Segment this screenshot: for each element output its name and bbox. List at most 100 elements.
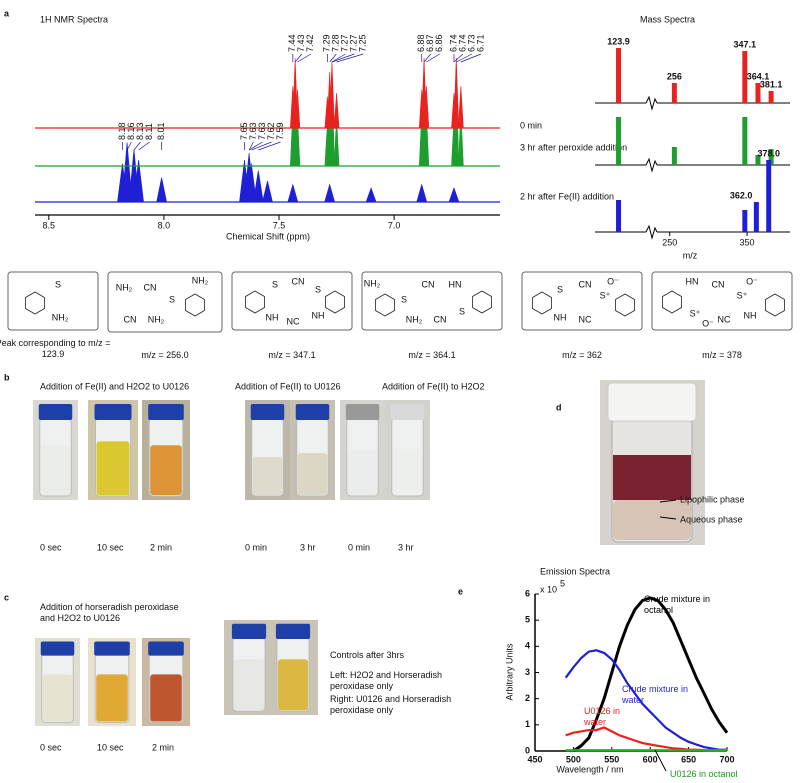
- vial-cap: [40, 641, 75, 656]
- mass-peak: [753, 202, 759, 232]
- atom-label: NH₂: [52, 312, 69, 322]
- atom-label: S: [459, 306, 465, 316]
- mass-peak: [742, 51, 748, 103]
- benzene-ring: [662, 290, 682, 314]
- vial-liquid: [150, 674, 182, 722]
- peak: [294, 113, 301, 167]
- x-axis-label: m/z: [683, 250, 698, 260]
- mass-peak: [768, 91, 774, 103]
- peak-label: 8.13: [135, 122, 145, 140]
- photo-caption: 0 min: [245, 542, 267, 552]
- peak-label: 364.1: [747, 71, 770, 81]
- x-tick-label: 7.5: [273, 220, 286, 230]
- peak-label: 7.27: [349, 34, 359, 52]
- peak-label: 7.59: [275, 122, 285, 140]
- atom-label: O⁻: [746, 276, 758, 286]
- photo-caption: 10 sec: [97, 542, 124, 552]
- peak-label-leader: [336, 53, 364, 63]
- phase-label: Lipophilic phase: [680, 494, 745, 504]
- x-tick-label: 8.0: [158, 220, 171, 230]
- vial-liquid: [277, 659, 309, 711]
- vial-liquid: [392, 449, 423, 495]
- vial-cap: [275, 623, 311, 639]
- peak-label-leader: [297, 53, 312, 63]
- x-tick-label: 650: [681, 754, 696, 764]
- y-tick-label: 4: [525, 641, 530, 651]
- atom-label: S: [401, 294, 407, 304]
- structure-caption: m/z = 378: [702, 350, 742, 360]
- peak-label: 7.28: [331, 34, 341, 52]
- controls-note: Right: U0126 and Horseradish peroxidase …: [330, 694, 452, 715]
- controls-title: Controls after 3hrs: [330, 650, 405, 660]
- aqueous-layer: [613, 500, 691, 540]
- peak-label: 7.63: [248, 122, 258, 140]
- peak-label: 6.86: [434, 34, 444, 52]
- chart-title: Emission Spectra: [540, 566, 610, 576]
- peak-label: 8.18: [117, 122, 127, 140]
- vial-cap: [148, 404, 184, 420]
- series-label: U0126 in water: [584, 706, 621, 727]
- mass-peak: [742, 210, 748, 232]
- peak-label-leader: [460, 53, 482, 63]
- structure-box: [107, 271, 223, 333]
- chart-title: Mass Spectra: [640, 14, 695, 24]
- x-tick-label: 500: [566, 754, 581, 764]
- peak-label: 347.1: [734, 39, 757, 49]
- peak: [252, 170, 264, 203]
- benzene-ring: [375, 293, 395, 317]
- atom-label: CN: [124, 314, 137, 324]
- atom-label: NH: [554, 312, 567, 322]
- structure-caption: Peak corresponding to m/z = 123.9: [0, 338, 111, 359]
- peak: [287, 183, 299, 203]
- vial-cap: [148, 641, 184, 656]
- y-tick-label: 1: [525, 719, 530, 729]
- x-tick-label: 8.5: [43, 220, 56, 230]
- atom-label: HN: [686, 276, 699, 286]
- x-tick-label: 550: [604, 754, 619, 764]
- atom-label: NH₂: [116, 282, 133, 292]
- peak-label: 362.0: [730, 190, 753, 200]
- peak: [458, 109, 464, 167]
- peak: [453, 57, 460, 129]
- atom-label: NC: [718, 314, 731, 324]
- y-tick-label: 6: [525, 588, 530, 598]
- peak-label: 8.16: [126, 122, 136, 140]
- peak-label: 6.71: [475, 34, 485, 52]
- x-tick-label: 600: [643, 754, 658, 764]
- axis-break: [645, 224, 658, 240]
- atom-label: NH₂: [192, 275, 209, 285]
- atom-label: NC: [579, 314, 592, 324]
- peak-label-leader: [331, 53, 346, 63]
- trace-label: 3 hr after peroxide addition: [520, 142, 627, 152]
- peak: [333, 116, 340, 167]
- group-title: Addition of Fe(II) and H2O2 to U0126: [40, 381, 189, 391]
- atom-label: CN: [712, 279, 725, 289]
- peak-label: 6.74: [457, 34, 467, 52]
- atom-label: CN: [579, 279, 592, 289]
- atom-label: S: [169, 294, 175, 304]
- axis-break: [645, 157, 658, 173]
- vial-liquid: [42, 674, 73, 722]
- peak: [423, 109, 430, 167]
- benzene-ring: [765, 293, 785, 317]
- mass-peak: [755, 83, 761, 103]
- lipophilic-layer: [613, 455, 691, 500]
- photo-caption: 0 min: [348, 542, 370, 552]
- peak: [333, 92, 340, 129]
- peak-label: 381.1: [760, 79, 783, 89]
- peak-label-leader: [248, 141, 263, 151]
- peak-label-leader: [126, 141, 132, 151]
- trace-label: 0 min: [520, 120, 542, 130]
- peak-label-leader: [138, 141, 150, 151]
- atom-label: O⁻: [702, 318, 714, 328]
- mass-peak: [755, 155, 761, 165]
- atom-label: S: [55, 279, 61, 289]
- x-tick-label: 7.0: [388, 220, 401, 230]
- benzene-ring: [615, 293, 635, 317]
- vial-cap: [295, 404, 330, 420]
- vial-liquid: [150, 445, 182, 495]
- peak: [329, 61, 335, 129]
- phase-label: Aqueous phase: [680, 514, 743, 524]
- benzene-ring: [185, 293, 205, 317]
